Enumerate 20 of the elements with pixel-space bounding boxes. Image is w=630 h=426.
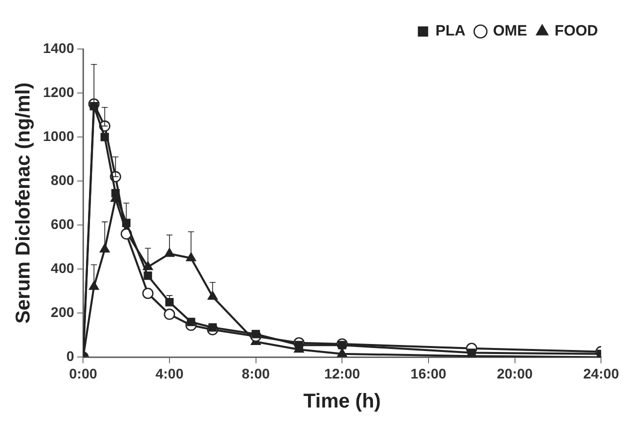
- x-tick-label: 16:00: [410, 365, 447, 382]
- x-tick-label: 4:00: [155, 365, 184, 382]
- y-tick-label: 400: [50, 260, 74, 276]
- x-tick-label: 20:00: [496, 365, 533, 382]
- y-axis-title: Serum Diclofenac (ng/ml): [12, 82, 35, 324]
- x-tick-label: 24:00: [583, 365, 620, 382]
- y-tick-label: 600: [50, 216, 74, 232]
- legend-label: PLA: [436, 22, 466, 40]
- x-tick-label: 8:00: [242, 365, 270, 382]
- y-tick-label: 1400: [42, 40, 74, 56]
- y-tick-label: 1200: [42, 84, 74, 100]
- y-tick-label: 1000: [42, 128, 74, 144]
- legend-label: FOOD: [554, 22, 598, 40]
- x-tick-label: 12:00: [324, 365, 360, 382]
- y-tick-label: 200: [50, 304, 74, 320]
- legend-label: OME: [493, 22, 528, 40]
- x-tick-label: 0:00: [69, 365, 98, 382]
- y-tick-label: 0: [66, 348, 74, 364]
- x-axis-title: Time (h): [303, 390, 381, 413]
- y-tick-label: 800: [50, 172, 74, 188]
